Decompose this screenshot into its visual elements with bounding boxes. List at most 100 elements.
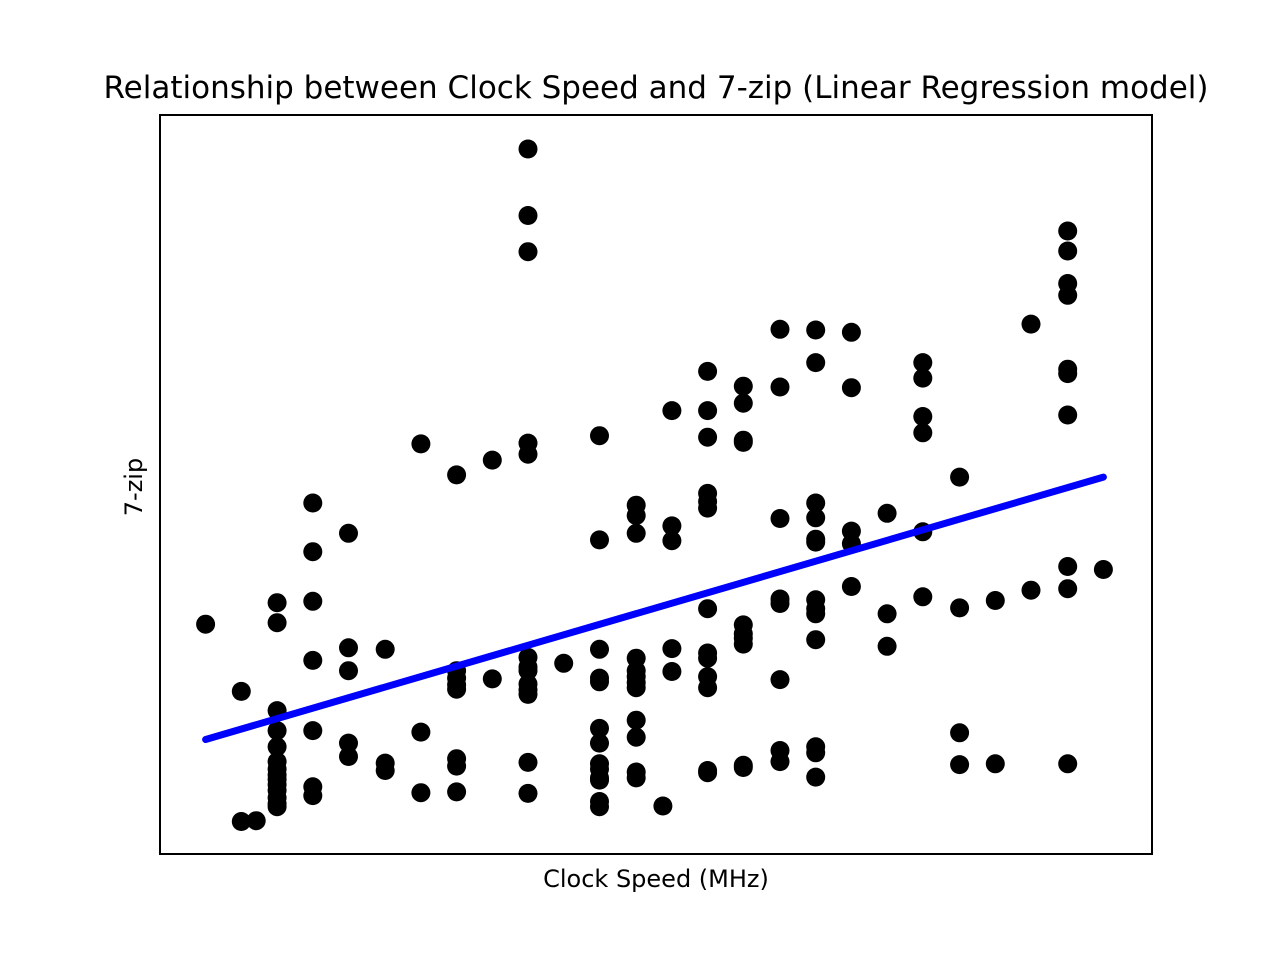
data-point-99 — [698, 648, 718, 668]
data-point-105 — [733, 393, 753, 413]
data-point-36 — [447, 465, 467, 485]
data-point-136 — [841, 378, 861, 398]
data-point-30 — [375, 639, 395, 659]
data-point-85 — [653, 796, 673, 816]
regression-line — [202, 473, 1107, 743]
data-point-1 — [231, 681, 251, 701]
data-point-131 — [806, 630, 826, 650]
data-point-166 — [1058, 754, 1078, 774]
data-point-84 — [626, 768, 646, 788]
data-point-26 — [339, 638, 358, 658]
data-point-40 — [447, 679, 467, 699]
data-point-157 — [1058, 221, 1078, 241]
data-point-144 — [913, 368, 933, 388]
data-point-154 — [985, 754, 1005, 774]
data-point-4 — [267, 593, 287, 613]
data-point-34 — [411, 722, 431, 742]
data-point-111 — [733, 634, 753, 654]
data-point-162 — [1058, 364, 1078, 384]
data-point-89 — [662, 639, 682, 659]
data-point-61 — [590, 530, 609, 550]
data-point-130 — [806, 604, 826, 624]
y-axis-label: 7-zip — [120, 458, 148, 516]
data-point-150 — [950, 723, 970, 743]
data-point-86 — [662, 401, 682, 421]
data-point-32 — [375, 761, 395, 780]
data-point-47 — [518, 206, 538, 225]
data-point-135 — [841, 322, 861, 342]
data-point-5 — [267, 613, 287, 633]
data-point-72 — [590, 797, 609, 817]
data-point-152 — [950, 755, 970, 775]
data-point-92 — [698, 401, 718, 421]
data-point-19 — [303, 542, 323, 562]
data-point-153 — [985, 591, 1005, 610]
data-point-80 — [626, 678, 646, 698]
data-point-7 — [267, 721, 287, 741]
data-point-143 — [913, 353, 933, 373]
data-point-53 — [518, 661, 538, 681]
data-point-74 — [626, 506, 646, 525]
data-point-45 — [482, 669, 502, 689]
data-point-116 — [770, 509, 790, 528]
data-points — [196, 139, 1113, 831]
data-point-145 — [913, 407, 933, 426]
data-point-101 — [698, 678, 718, 698]
data-point-57 — [518, 752, 538, 772]
data-point-114 — [770, 319, 790, 339]
data-point-141 — [877, 604, 897, 624]
data-point-59 — [554, 653, 574, 673]
data-point-75 — [626, 523, 646, 543]
plot-frame — [159, 114, 1153, 855]
data-point-113 — [733, 758, 753, 777]
data-point-167 — [1093, 560, 1113, 579]
data-point-96 — [698, 498, 718, 518]
data-point-24 — [303, 786, 323, 806]
data-point-115 — [770, 377, 790, 397]
data-point-151 — [950, 598, 970, 618]
data-point-64 — [590, 672, 609, 692]
data-point-28 — [339, 733, 358, 753]
data-point-127 — [806, 532, 826, 552]
data-point-17 — [267, 797, 287, 817]
data-point-21 — [303, 650, 323, 670]
data-point-155 — [1021, 314, 1041, 334]
data-point-160 — [1058, 285, 1078, 305]
data-point-124 — [806, 493, 826, 513]
data-point-35 — [411, 783, 431, 803]
data-point-122 — [806, 320, 826, 340]
data-point-70 — [590, 770, 609, 790]
data-point-81 — [626, 710, 646, 730]
data-point-133 — [806, 743, 826, 763]
data-point-140 — [877, 503, 897, 523]
data-point-163 — [1058, 405, 1078, 425]
data-point-2 — [246, 811, 266, 831]
data-point-148 — [913, 587, 933, 607]
data-point-88 — [662, 531, 682, 551]
data-point-42 — [447, 756, 467, 776]
data-point-20 — [303, 591, 323, 611]
data-point-27 — [339, 661, 358, 681]
data-point-8 — [267, 737, 287, 757]
data-point-104 — [733, 376, 753, 396]
data-point-29 — [339, 747, 358, 766]
data-point-107 — [733, 432, 753, 452]
regression-lines — [202, 473, 1107, 743]
data-point-43 — [447, 782, 467, 802]
chart-title: Relationship between Clock Speed and 7-z… — [104, 70, 1209, 106]
data-point-91 — [698, 361, 718, 381]
data-point-165 — [1058, 579, 1078, 599]
data-point-164 — [1058, 557, 1078, 576]
data-point-60 — [590, 426, 609, 446]
data-point-25 — [339, 523, 358, 543]
data-point-66 — [590, 733, 609, 753]
data-point-58 — [518, 783, 538, 803]
data-point-134 — [806, 767, 826, 787]
data-point-0 — [196, 614, 216, 634]
data-point-142 — [877, 636, 897, 656]
data-point-156 — [1021, 580, 1041, 600]
data-point-149 — [950, 467, 970, 487]
data-point-87 — [662, 516, 682, 536]
data-point-48 — [518, 242, 538, 262]
